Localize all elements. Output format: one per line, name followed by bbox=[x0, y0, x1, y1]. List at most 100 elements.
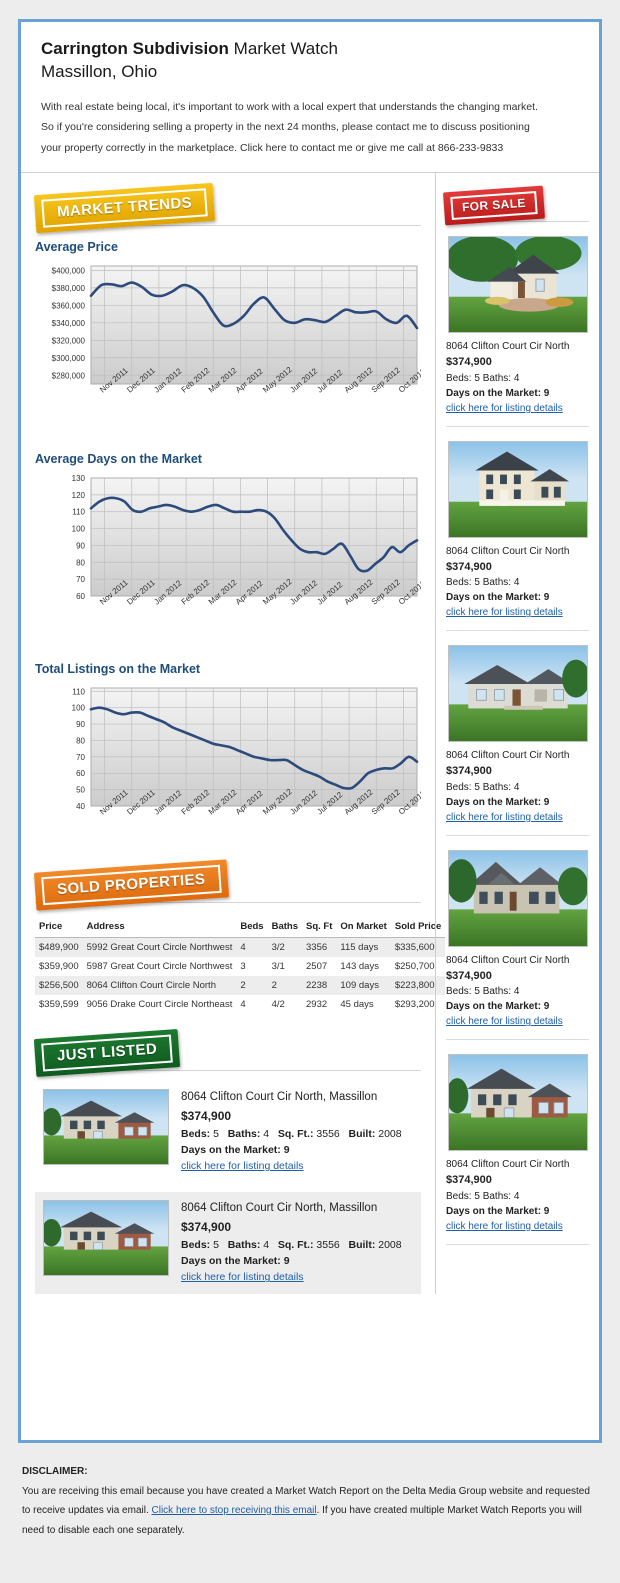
report-type: Market Watch bbox=[228, 39, 338, 58]
just-listed-badge: JUST LISTED bbox=[33, 1029, 181, 1078]
for-sale-divider bbox=[446, 221, 589, 223]
chart-canvas: $400,000 $380,000 $360,000 $340,000 $320,000… bbox=[35, 260, 421, 430]
chart-title: Average Price bbox=[35, 240, 118, 255]
table-body: $489,900 5992 Great Court Circle Northwes… bbox=[35, 937, 446, 1015]
table-column-header: Sq. Ft bbox=[302, 917, 337, 939]
svg-text:110: 110 bbox=[72, 688, 85, 697]
chart-title: Total Listings on the Market bbox=[35, 662, 201, 677]
just-listed-item: 8064 Clifton Court Cir North, Massillon $… bbox=[35, 1081, 421, 1182]
table-column-header: Beds bbox=[236, 917, 268, 939]
table-cell: $359,599 bbox=[39, 999, 79, 1011]
table-cell: $256,500 bbox=[39, 980, 79, 992]
subdivision-name: Carrington Subdivision bbox=[41, 39, 229, 58]
property-photo[interactable] bbox=[447, 1054, 588, 1152]
sold-properties-badge-label: SOLD PROPERTIES bbox=[41, 865, 222, 906]
table-cell: 143 days bbox=[340, 961, 379, 973]
property-info: 8064 Clifton Court Cir North, Massillon $… bbox=[181, 1089, 402, 1174]
listing-details-link[interactable]: click here for listing details bbox=[446, 1016, 563, 1028]
table-cell: $223,800 bbox=[394, 980, 435, 992]
listing-details-link[interactable]: click here for listing details bbox=[446, 607, 563, 619]
table-cell: 109 days bbox=[340, 980, 379, 992]
table-row: $359,599 9056 Drake Court Circle Northeas… bbox=[35, 995, 445, 1014]
property-photo[interactable] bbox=[447, 236, 588, 334]
listing-details-link[interactable]: click here for listing details bbox=[181, 1160, 304, 1173]
table-cell: 5992 Great Court Circle Northwest bbox=[86, 942, 233, 954]
table-cell: 4 bbox=[240, 942, 246, 954]
table-cell: 45 days bbox=[340, 999, 374, 1011]
chart-canvas: 130 120 110 100 90 80 70 60 Nov 2011 Dec 2011 Jan … bbox=[35, 472, 421, 642]
svg-text:100: 100 bbox=[72, 704, 86, 713]
table-cell: 3356 bbox=[306, 942, 328, 954]
sold-properties-divider bbox=[35, 902, 421, 904]
svg-text:$400,000: $400,000 bbox=[52, 267, 86, 276]
chart-canvas: 110 100 90 80 70 60 50 40 Nov 2011 Dec 2011 Jan 20… bbox=[35, 682, 421, 852]
property-beds-baths: Beds: 5 Baths: 4 bbox=[446, 986, 520, 998]
sold-properties-header: SOLD PROPERTIES bbox=[33, 859, 435, 912]
table-cell: 8064 Clifton Court Circle North bbox=[86, 980, 216, 992]
listing-details-link[interactable]: click here for listing details bbox=[181, 1271, 304, 1284]
property-photo[interactable] bbox=[43, 1200, 169, 1277]
property-info: 8064 Clifton Court Cir North $374,900 Beds… bbox=[446, 339, 589, 416]
property-photo[interactable] bbox=[447, 440, 588, 538]
property-days-on-market: Days on the Market: 9 bbox=[446, 1001, 550, 1013]
chart-svg: $400,000 $380,000 $360,000 $340,000 $320,000… bbox=[52, 265, 421, 395]
table-cell: $489,900 bbox=[39, 942, 79, 954]
sold-properties-table: Price Address Beds Baths Sq. Ft On Market Sold… bbox=[35, 917, 446, 1015]
intro-paragraph: With real estate being local, it's impor… bbox=[41, 97, 579, 158]
svg-text:70: 70 bbox=[76, 753, 85, 762]
svg-text:$380,000: $380,000 bbox=[52, 284, 86, 293]
svg-text:90: 90 bbox=[76, 542, 85, 551]
property-photo[interactable] bbox=[43, 1089, 169, 1166]
table-cell: 115 days bbox=[340, 942, 379, 954]
svg-text:60: 60 bbox=[76, 592, 85, 601]
intro-line-3: your property correctly in the marketpla… bbox=[41, 141, 504, 154]
property-price: $374,900 bbox=[446, 1174, 492, 1187]
for-sale-item: 8064 Clifton Court Cir North $374,900 Beds… bbox=[446, 849, 589, 1041]
table-cell: 2 bbox=[271, 980, 277, 992]
chart-total-listings: Total Listings on the Market 110 100 90 80 7… bbox=[35, 662, 421, 852]
disclaimer: DISCLAIMER: You are receiving this email… bbox=[22, 1462, 600, 1540]
property-days-on-market: Days on the Market: 9 bbox=[446, 387, 550, 399]
svg-text:110: 110 bbox=[72, 508, 85, 517]
property-info: 8064 Clifton Court Cir North $374,900 Beds… bbox=[446, 748, 589, 825]
just-listed-header: JUST LISTED bbox=[33, 1029, 435, 1080]
for-sale-badge: FOR SALE bbox=[442, 185, 545, 226]
property-photo[interactable] bbox=[447, 645, 588, 743]
table-cell: 4/2 bbox=[271, 999, 285, 1011]
svg-text:80: 80 bbox=[76, 559, 85, 568]
table-column-header: Sold Price bbox=[390, 917, 446, 939]
market-trends-badge: MARKET TRENDS bbox=[33, 183, 216, 234]
table-cell: $250,700 bbox=[394, 961, 435, 973]
listing-details-link[interactable]: click here for listing details bbox=[446, 1220, 563, 1232]
table-cell: 5987 Great Court Circle Northwest bbox=[86, 961, 233, 973]
property-info: 8064 Clifton Court Cir North, Massillon $… bbox=[181, 1200, 402, 1285]
page-subtitle: Massillon, Ohio bbox=[41, 61, 158, 81]
svg-text:60: 60 bbox=[76, 770, 85, 779]
for-sale-item: 8064 Clifton Court Cir North $374,900 Beds… bbox=[446, 236, 589, 427]
listing-details-link[interactable]: click here for listing details bbox=[446, 811, 563, 823]
property-address: 8064 Clifton Court Cir North bbox=[446, 750, 570, 762]
property-photo[interactable] bbox=[447, 849, 588, 947]
property-address: 8064 Clifton Court Cir North bbox=[446, 545, 570, 557]
table-column-header: Price bbox=[35, 917, 83, 939]
chart-title: Average Days on the Market bbox=[35, 452, 202, 467]
svg-text:$360,000: $360,000 bbox=[52, 302, 86, 311]
property-beds-baths: Beds: 5 Baths: 4 bbox=[446, 781, 520, 793]
table-header-row: Price Address Beds Baths Sq. Ft On Market Sold… bbox=[35, 917, 446, 939]
disclaimer-part-1: You are receiving this email because you… bbox=[22, 1485, 590, 1517]
for-sale-badge-label: FOR SALE bbox=[450, 191, 538, 221]
svg-text:$320,000: $320,000 bbox=[52, 337, 86, 346]
chart-average-price: Average Price $400,000 $380,000 $360,000 $3… bbox=[35, 240, 421, 430]
svg-text:$280,000: $280,000 bbox=[52, 372, 86, 381]
chart-average-days: Average Days on the Market 130 120 110 100 9… bbox=[35, 452, 421, 642]
disclaimer-part-2: . If you have created multiple Market Wa… bbox=[22, 1505, 582, 1536]
unsubscribe-link[interactable]: Click here to stop receiving this email bbox=[151, 1505, 317, 1516]
property-beds-baths: Beds: 5 Baths: 4 bbox=[446, 372, 520, 384]
table-cell: $359,900 bbox=[39, 961, 79, 973]
listing-details-link[interactable]: click here for listing details bbox=[446, 402, 563, 414]
property-days-on-market: Days on the Market: 9 bbox=[446, 796, 550, 808]
property-price: $374,900 bbox=[446, 765, 492, 778]
svg-text:40: 40 bbox=[76, 802, 85, 811]
